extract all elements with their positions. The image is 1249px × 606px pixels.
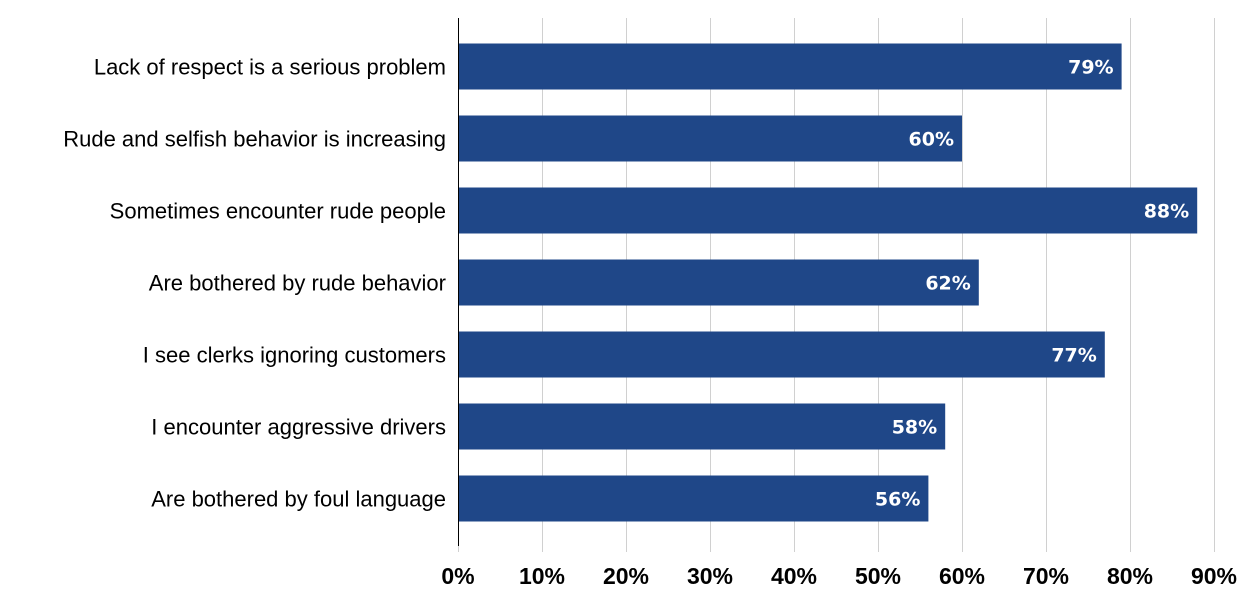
bar-value-label: 62%: [925, 273, 970, 295]
x-tick-label: 50%: [855, 563, 901, 589]
x-tick-label: 0%: [441, 563, 474, 589]
bar-value-label: 56%: [875, 489, 920, 511]
x-tick-label: 60%: [939, 563, 985, 589]
category-label: Are bothered by foul language: [151, 487, 446, 512]
bar: [458, 475, 929, 522]
bar-value-label: 79%: [1068, 57, 1113, 79]
bar-value-label: 60%: [909, 129, 954, 151]
bar-value-label: 88%: [1144, 201, 1189, 223]
bar: [458, 403, 946, 450]
category-label: Are bothered by rude behavior: [149, 271, 446, 296]
bar-value-label: 58%: [892, 417, 937, 439]
axes: [458, 18, 1215, 552]
bar: [458, 331, 1105, 378]
x-tick-label: 20%: [603, 563, 649, 589]
bar: [458, 43, 1122, 90]
bar: [458, 259, 979, 306]
bar-value-label: 77%: [1051, 345, 1096, 367]
bar: [458, 115, 962, 162]
bar: [458, 187, 1198, 234]
bars: [458, 43, 1198, 522]
category-label: I encounter aggressive drivers: [151, 415, 446, 440]
category-label: I see clerks ignoring customers: [143, 343, 446, 368]
x-tick-label: 10%: [519, 563, 565, 589]
category-label: Lack of respect is a serious problem: [94, 55, 446, 80]
x-tick-label: 70%: [1023, 563, 1069, 589]
x-tick-label: 90%: [1191, 563, 1237, 589]
category-label: Sometimes encounter rude people: [110, 199, 446, 224]
x-tick-label: 40%: [771, 563, 817, 589]
category-label: Rude and selfish behavior is increasing: [63, 127, 446, 152]
x-tick-label: 80%: [1107, 563, 1153, 589]
x-tick-label: 30%: [687, 563, 733, 589]
labels: 0% 10% 20% 30% 40% 50% 60% 70% 80% 90% 79% Lack of …: [63, 55, 1237, 590]
